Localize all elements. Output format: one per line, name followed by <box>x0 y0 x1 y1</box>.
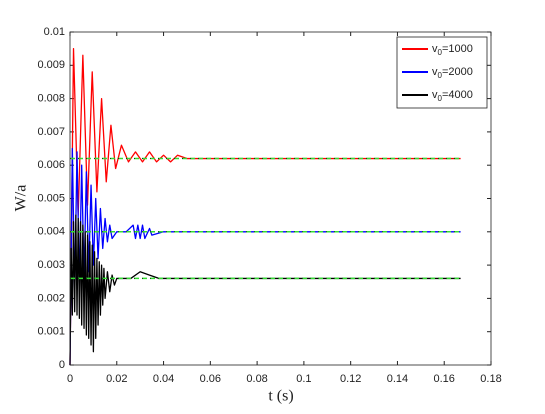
legend-label: v0=2000 <box>432 66 473 80</box>
y-tick-label: 0.009 <box>37 59 65 71</box>
y-tick-label: 0.008 <box>37 93 65 105</box>
x-tick-label: 0.14 <box>387 373 408 385</box>
x-axis-label: t (s) <box>268 388 293 405</box>
x-tick-label: 0.08 <box>246 373 267 385</box>
y-tick-label: 0.002 <box>37 292 65 304</box>
y-tick-label: 0 <box>59 359 65 371</box>
y-tick-label: 0.007 <box>37 126 65 138</box>
y-tick-label: 0.004 <box>37 226 65 238</box>
legend-label: v0=1000 <box>432 43 473 57</box>
y-tick-label: 0.005 <box>37 192 65 204</box>
y-tick-label: 0.001 <box>37 326 65 338</box>
y-tick-label: 0.003 <box>37 259 65 271</box>
x-tick-label: 0.04 <box>153 373 174 385</box>
data-line <box>69 147 461 366</box>
x-tick-label: 0.06 <box>200 373 221 385</box>
x-tick-label: 0.18 <box>480 373 501 385</box>
x-tick-label: 0.12 <box>340 373 361 385</box>
y-tick-label: 0.006 <box>37 159 65 171</box>
x-tick-label: 0.02 <box>106 373 127 385</box>
plot-frame <box>69 31 492 366</box>
x-tick-label: 0.16 <box>434 373 455 385</box>
legend-label: v0=4000 <box>432 89 473 103</box>
y-axis-label: W/a <box>13 185 30 212</box>
y-tick-label: 0.01 <box>44 26 65 38</box>
data-line <box>69 48 461 366</box>
x-tick-label: 0 <box>67 373 73 385</box>
x-tick-label: 0.1 <box>296 373 311 385</box>
